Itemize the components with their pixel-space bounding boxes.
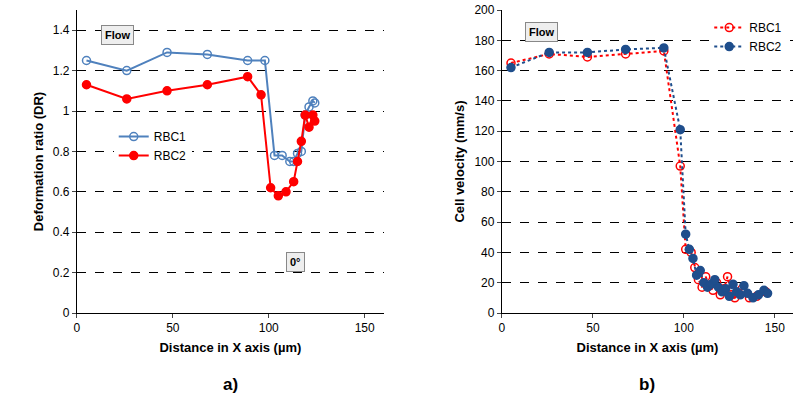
svg-text:1: 1: [63, 104, 70, 118]
svg-text:1.2: 1.2: [53, 64, 70, 78]
svg-text:0.8: 0.8: [53, 145, 70, 159]
svg-text:RBC2: RBC2: [154, 149, 186, 163]
svg-text:200: 200: [474, 3, 494, 17]
svg-text:50: 50: [586, 321, 600, 335]
svg-text:Distance in X axis (µm): Distance in X axis (µm): [159, 340, 301, 355]
svg-text:0: 0: [499, 321, 506, 335]
svg-text:20: 20: [481, 276, 495, 290]
svg-text:180: 180: [474, 34, 494, 48]
svg-text:0: 0: [488, 306, 495, 320]
svg-text:0°: 0°: [290, 256, 301, 268]
svg-text:100: 100: [674, 321, 694, 335]
svg-text:150: 150: [355, 321, 375, 335]
svg-text:1.4: 1.4: [53, 23, 70, 37]
svg-text:Flow: Flow: [105, 29, 130, 41]
svg-text:Cell velocity (mm/s): Cell velocity (mm/s): [452, 100, 467, 222]
svg-text:100: 100: [259, 321, 279, 335]
svg-text:60: 60: [481, 215, 495, 229]
svg-text:0: 0: [74, 321, 81, 335]
svg-text:80: 80: [481, 185, 495, 199]
svg-text:a): a): [223, 375, 238, 394]
svg-text:Deformation ratio (DR): Deformation ratio (DR): [31, 92, 46, 231]
svg-text:50: 50: [166, 321, 180, 335]
svg-text:100: 100: [474, 155, 494, 169]
svg-text:RBC1: RBC1: [749, 21, 781, 35]
svg-text:0.4: 0.4: [53, 225, 70, 239]
svg-text:150: 150: [765, 321, 785, 335]
svg-text:RBC1: RBC1: [154, 130, 186, 144]
svg-text:0.2: 0.2: [53, 266, 70, 280]
svg-text:0.6: 0.6: [53, 185, 70, 199]
svg-text:0: 0: [63, 306, 70, 320]
svg-text:120: 120: [474, 124, 494, 138]
svg-text:b): b): [639, 375, 655, 394]
svg-text:Distance in X axis (µm): Distance in X axis (µm): [577, 340, 719, 355]
svg-text:RBC2: RBC2: [749, 40, 781, 54]
svg-text:40: 40: [481, 246, 495, 260]
svg-text:Flow: Flow: [529, 26, 554, 38]
svg-text:140: 140: [474, 94, 494, 108]
svg-text:160: 160: [474, 64, 494, 78]
